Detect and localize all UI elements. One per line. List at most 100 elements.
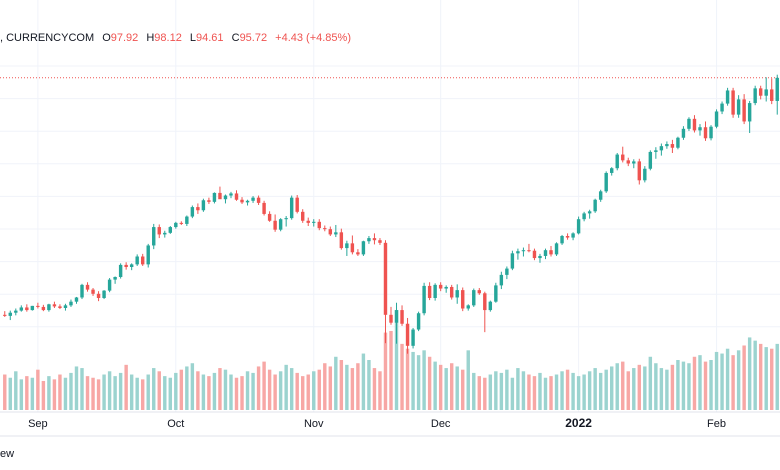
candle-body (378, 240, 382, 243)
volume-bar (543, 377, 548, 410)
volume-bar (229, 374, 233, 410)
volume-bar (560, 371, 564, 410)
candle-body (63, 305, 68, 308)
candle-body (560, 236, 564, 244)
candle-body (593, 199, 597, 212)
candle-body (400, 310, 404, 324)
volume-bar (422, 350, 426, 410)
candle-body (201, 200, 206, 211)
volume-bar (742, 345, 746, 410)
volume-bar (152, 368, 156, 410)
volume-bar (312, 371, 316, 410)
volume-bar (47, 376, 51, 410)
candle-body (731, 90, 735, 115)
candle-body (118, 264, 123, 277)
candle-body (494, 285, 498, 302)
candle-body (632, 161, 636, 164)
volume-bar (621, 361, 625, 410)
candle-body (389, 314, 393, 323)
candle-body (295, 197, 299, 212)
volume-bar (146, 374, 150, 410)
candle-body (124, 264, 128, 267)
volume-bar (339, 360, 344, 410)
volume-bar (654, 363, 658, 410)
x-tick-label: Oct (167, 418, 184, 430)
volume-bar (168, 377, 173, 410)
candle-body (36, 305, 40, 307)
candle-body (345, 243, 349, 249)
volume-bar (85, 376, 90, 410)
volume-bar (36, 369, 40, 410)
volume-bar (262, 361, 266, 410)
candle-body (58, 306, 62, 308)
candle-body (69, 301, 73, 306)
volume-bar (25, 376, 29, 410)
volume-bar (665, 369, 669, 410)
volume-bar (367, 360, 371, 410)
candle-body (582, 213, 586, 220)
volume-bar (764, 347, 768, 410)
volume-bar (615, 363, 619, 410)
volume-bar (273, 374, 277, 410)
volume-bar (30, 377, 35, 410)
volume-bar (472, 372, 476, 410)
volume-bar (466, 350, 470, 410)
volume-bar (301, 376, 305, 410)
candle-body (438, 284, 443, 289)
candle-body (764, 89, 768, 96)
candle-body (218, 192, 222, 200)
candle-body (615, 154, 619, 169)
candle-body (521, 250, 526, 252)
volume-bar (140, 379, 145, 410)
volume-bar (372, 368, 377, 410)
volume-bar (416, 355, 421, 410)
candle-body (223, 195, 228, 200)
volume-bar (521, 371, 526, 410)
volume-bar (681, 361, 686, 410)
candle-body (168, 227, 173, 233)
candle-body (196, 207, 200, 211)
volume-bar (74, 366, 79, 410)
candle-body (273, 220, 277, 230)
candle-body (3, 314, 7, 316)
candle-body (157, 227, 161, 235)
candle-body (770, 89, 774, 101)
x-tick-label: Nov (304, 418, 324, 430)
volume-bar (113, 376, 117, 410)
volume-bar (8, 377, 12, 410)
candle-body (47, 304, 51, 311)
volume-bar (405, 348, 410, 410)
volume-bar (19, 379, 24, 410)
volume-bar (758, 343, 763, 410)
candle-body (372, 238, 377, 241)
volume-bar (643, 366, 647, 410)
volume-bar (124, 364, 128, 410)
volume-bar (157, 371, 161, 410)
candle-body (129, 264, 134, 267)
volume-bar (383, 332, 388, 410)
legend-close-label: C (231, 32, 240, 44)
volume-bar (538, 372, 542, 410)
volume-bar (582, 374, 586, 410)
candle-body (709, 126, 713, 139)
volume-bar (361, 353, 366, 410)
candle-body (185, 216, 189, 224)
candle-body (455, 290, 459, 298)
candle-body (262, 202, 266, 214)
volume-bar (356, 363, 360, 410)
volume-bar (196, 371, 200, 410)
volume-bar (576, 376, 581, 410)
volume-bar (532, 376, 537, 410)
candle-body (284, 218, 288, 220)
volume-bar (389, 330, 393, 410)
candle-body (25, 307, 29, 311)
volume-bar (323, 363, 327, 410)
volume-bar (185, 366, 189, 410)
candle-body (565, 236, 570, 238)
legend-low-label: L (189, 32, 197, 44)
candle-body (74, 297, 79, 302)
candle-body (229, 193, 233, 196)
volume-bar (753, 340, 757, 410)
candle-body (91, 289, 95, 294)
